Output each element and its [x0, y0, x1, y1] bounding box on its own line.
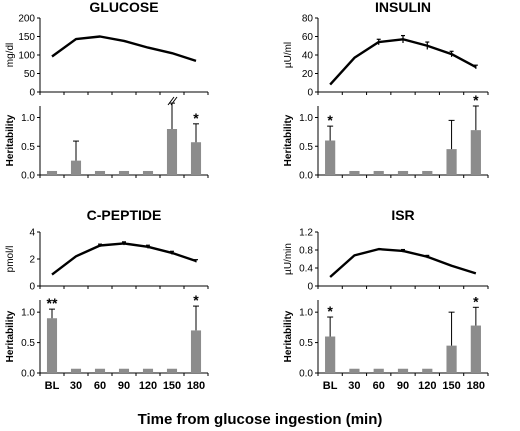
panel0-line-ytick-label: 0 — [29, 88, 35, 99]
panel2-bar-ytick-label: 0.0 — [21, 369, 35, 380]
panel2-line-ytick-label: 0 — [29, 282, 35, 293]
panel3-x-category-label: 90 — [397, 380, 409, 392]
panel0-bar-y-label: Heritability — [5, 114, 16, 166]
panel3-line-ytick-label: 1.2 — [299, 228, 313, 239]
panel1-series-line — [329, 38, 477, 86]
panel2-bar-ytick-label: 1.0 — [21, 308, 35, 319]
panel0-bar-ytick-label: 1.0 — [21, 113, 35, 124]
panel1-line-ytick-label: 60 — [302, 32, 314, 43]
panel2-significance-marker: ** — [47, 295, 58, 311]
panel2-bar — [46, 318, 58, 373]
panel2-x-category-label: 60 — [94, 380, 106, 392]
panel1-line-y-label: µU/ml — [283, 42, 294, 68]
panel0-axis-break-mark — [170, 96, 178, 106]
panel1-line-ytick-label: 80 — [302, 14, 314, 25]
panel2-line-ytick-label: 2 — [29, 255, 35, 266]
panel3-bar-ytick-label: 1.0 — [299, 308, 313, 319]
panel3-bar — [349, 368, 360, 373]
panel3-x-category-label: 60 — [373, 380, 385, 392]
panel2-bar-y-label: Heritability — [5, 310, 16, 362]
panel2-bar — [190, 330, 202, 373]
panel2-title: C-PEPTIDE — [87, 207, 162, 223]
panel0-line-ytick-label: 150 — [18, 32, 35, 43]
panel2-series-line — [51, 242, 197, 276]
panel2-bar-ytick-label: 0.5 — [21, 338, 35, 349]
panel3-line-ytick-label: 0 — [307, 282, 313, 293]
panel3-significance-marker: * — [473, 293, 479, 309]
panel3-significance-marker: * — [327, 303, 333, 319]
panel0-bar — [46, 170, 58, 175]
panel0-line-ytick-label: 100 — [18, 51, 35, 62]
panel3-bar — [470, 325, 481, 373]
panel2-bar — [70, 368, 82, 373]
panel0-line-y-label: mg/dl — [5, 43, 16, 67]
panel0-bar — [70, 160, 82, 175]
panel2-x-category-label: 180 — [187, 380, 205, 392]
panel3-bar — [397, 368, 409, 373]
panel0-bar-ytick-label: 0.5 — [21, 142, 35, 153]
panel1-bar — [349, 170, 360, 175]
panel2-bar — [94, 368, 106, 373]
panel1-line-ytick-label: 20 — [302, 69, 314, 80]
panel1-bar — [373, 170, 384, 175]
panel2-bar — [118, 368, 130, 373]
panel2-line-y-label: pmol/l — [5, 246, 16, 273]
panel2-bar — [166, 368, 178, 373]
panel0-bar — [190, 142, 202, 175]
panel0-bar — [118, 170, 130, 175]
panel3-bar — [325, 336, 336, 373]
panel3-bar-ytick-label: 0.0 — [299, 369, 313, 380]
panel1-bar — [470, 130, 481, 175]
panel1-bar — [446, 149, 457, 175]
panel0-bar — [94, 170, 106, 175]
panel0-bar-ytick-label: 0.0 — [21, 171, 35, 182]
panel2-significance-marker: * — [193, 292, 199, 308]
panel1-title: INSULIN — [375, 0, 431, 15]
panel1-line-ytick-label: 40 — [302, 51, 314, 62]
panel1-bar-y-label: Heritability — [283, 114, 294, 166]
panel3-x-category-label: 150 — [442, 380, 460, 392]
panel2-line-ytick-label: 4 — [29, 228, 35, 239]
panel3-x-category-label: 120 — [418, 380, 436, 392]
panel3-title: ISR — [391, 207, 414, 223]
panel1-bar-ytick-label: 0.5 — [299, 142, 313, 153]
panel2-x-category-label: 150 — [163, 380, 181, 392]
panel0-significance-marker: * — [193, 110, 199, 126]
panel3-bar-y-label: Heritability — [283, 310, 294, 362]
panel0-bar — [142, 170, 154, 175]
panel1-significance-marker: * — [327, 112, 333, 128]
panel1-bar-ytick-label: 0.0 — [299, 171, 313, 182]
panel3-bar — [446, 345, 457, 373]
panel0-line-ytick-label: 50 — [24, 69, 36, 80]
panel3-x-category-label: 30 — [348, 380, 360, 392]
panel1-significance-marker: * — [473, 92, 479, 108]
panel0-series-line — [51, 35, 197, 63]
panel1-bar-ytick-label: 1.0 — [299, 113, 313, 124]
panel3-bar-ytick-label: 0.5 — [299, 338, 313, 349]
panel3-bar — [422, 368, 433, 373]
panel0-title: GLUCOSE — [89, 0, 158, 15]
panel2-x-category-label: 120 — [139, 380, 157, 392]
panel3-bar — [373, 368, 384, 373]
panel1-bar — [397, 170, 409, 175]
panel3-line-ytick-label: 0.8 — [299, 246, 313, 257]
panel2-x-category-label: BL — [45, 380, 60, 392]
panel3-line-ytick-label: 0.4 — [299, 264, 313, 275]
panel0-bar — [166, 129, 178, 175]
panel3-line-y-label: µU/min — [283, 243, 294, 275]
panel2-x-category-label: 30 — [70, 380, 82, 392]
panel0-axis-break-mark — [167, 96, 175, 106]
panel1-bar — [422, 170, 433, 175]
panel3-x-category-label: 180 — [467, 380, 485, 392]
panel2-bar — [142, 368, 154, 373]
panel1-bar — [325, 140, 336, 175]
panel1-line-ytick-label: 0 — [307, 88, 313, 99]
panel3-x-category-label: BL — [323, 380, 338, 392]
panel2-x-category-label: 90 — [118, 380, 130, 392]
panel3-series-line — [329, 247, 477, 278]
panel0-line-ytick-label: 200 — [18, 14, 35, 25]
x-axis-title: Time from glucose ingestion (min) — [138, 411, 383, 428]
